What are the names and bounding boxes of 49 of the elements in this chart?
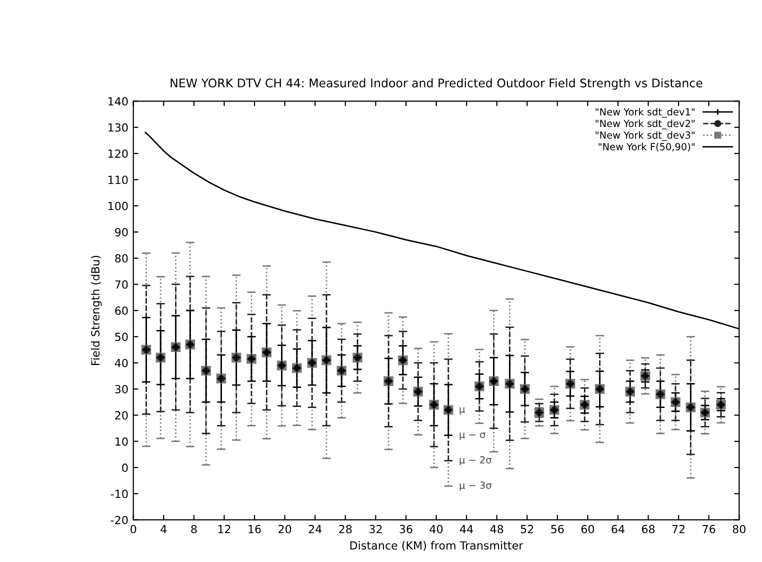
y-tick-label: 60	[115, 306, 128, 315]
x-tick-label: 52	[520, 524, 534, 534]
y-tick-label: -20	[110, 516, 128, 524]
y-tick-label: 80	[115, 254, 128, 263]
legend-label: "New York sdt_dev1"	[596, 108, 694, 118]
x-tick-label: 72	[672, 524, 685, 534]
x-tick-label: 28	[339, 524, 352, 534]
x-tick-label: 20	[278, 524, 292, 534]
y-tick-label: 50	[115, 332, 128, 342]
legend-label: "New York F(50,90)"	[598, 142, 694, 152]
x-axis-title: Distance (KM) from Transmitter	[350, 541, 524, 551]
y-tick-label: 120	[108, 149, 128, 158]
annotation: μ	[460, 407, 465, 415]
y-tick-label: 10	[116, 437, 128, 446]
x-tick-label: 16	[248, 524, 261, 534]
y-tick-label: 110	[108, 176, 128, 184]
y-tick-label: -10	[110, 490, 128, 498]
y-tick-label: 0	[122, 463, 128, 472]
x-tick-label: 56	[551, 524, 564, 534]
x-tick-label: 80	[732, 524, 746, 534]
x-tick-label: 24	[308, 524, 322, 534]
legend-label: "New York sdt_dev3"	[596, 131, 694, 141]
annotation: μ − σ	[460, 432, 486, 440]
y-tick-label: 140	[108, 97, 128, 106]
y-tick-label: 100	[108, 202, 128, 210]
chart-title: NEW YORK DTV CH 44: Measured Indoor and Predicted Outdoor Field Strength vs Distance	[170, 78, 702, 90]
y-tick-label: 70	[115, 280, 128, 289]
x-tick-label: 36	[400, 524, 412, 534]
x-tick-label: 12	[218, 524, 230, 534]
x-tick-label: 0	[130, 524, 136, 534]
y-axis-title: Field Strength (dBu)	[90, 256, 102, 365]
annotation: μ − 3σ	[460, 482, 492, 491]
legend-label: "New York sdt_dev2"	[596, 120, 694, 130]
x-tick-label: 64	[612, 524, 624, 534]
y-tick-label: 20	[115, 411, 128, 420]
annotation: μ − 2σ	[460, 456, 492, 466]
y-tick-label: 40	[114, 358, 128, 368]
x-tick-label: 68	[642, 524, 655, 534]
x-tick-label: 4	[160, 525, 167, 534]
x-tick-label: 76	[702, 524, 716, 534]
x-tick-label: 48	[490, 524, 504, 534]
x-tick-label: 32	[369, 524, 382, 534]
x-tick-label: 44	[460, 525, 473, 534]
x-tick-label: 40	[430, 524, 443, 534]
y-tick-label: 30	[115, 384, 128, 394]
y-tick-label: 130	[108, 123, 128, 132]
x-tick-label: 8	[191, 524, 197, 534]
x-tick-label: 60	[581, 524, 594, 534]
y-tick-label: 90	[115, 228, 128, 236]
